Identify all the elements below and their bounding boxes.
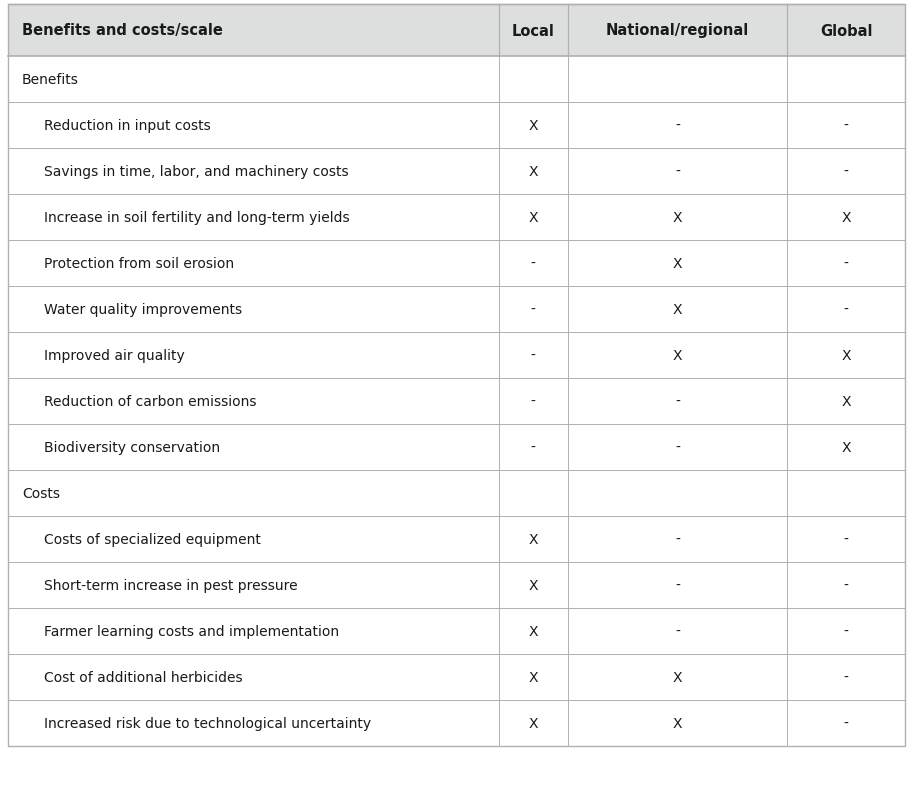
Text: Farmer learning costs and implementation: Farmer learning costs and implementation <box>44 624 339 638</box>
Text: X: X <box>529 716 538 730</box>
Text: X: X <box>842 211 851 225</box>
Text: Global: Global <box>820 23 873 38</box>
Text: Cost of additional herbicides: Cost of additional herbicides <box>44 670 243 684</box>
Bar <box>8 608 905 654</box>
Text: -: - <box>844 533 849 546</box>
Text: -: - <box>844 716 849 730</box>
Bar <box>8 379 905 424</box>
Text: X: X <box>529 670 538 684</box>
Text: -: - <box>676 395 680 408</box>
Text: X: X <box>529 533 538 546</box>
Text: -: - <box>530 440 536 455</box>
Text: Increased risk due to technological uncertainty: Increased risk due to technological unce… <box>44 716 371 730</box>
Text: National/regional: National/regional <box>606 23 750 38</box>
Text: X: X <box>842 440 851 455</box>
Bar <box>8 562 905 608</box>
Text: -: - <box>844 119 849 133</box>
Text: Local: Local <box>512 23 554 38</box>
Text: X: X <box>842 349 851 363</box>
Bar <box>8 57 905 103</box>
Text: Short-term increase in pest pressure: Short-term increase in pest pressure <box>44 578 298 592</box>
Text: Improved air quality: Improved air quality <box>44 349 184 363</box>
Text: X: X <box>842 395 851 408</box>
Text: -: - <box>844 578 849 592</box>
Text: X: X <box>673 302 682 317</box>
Text: Benefits: Benefits <box>22 73 79 87</box>
Text: X: X <box>529 624 538 638</box>
Bar <box>8 195 905 241</box>
Text: Protection from soil erosion: Protection from soil erosion <box>44 257 234 270</box>
Text: X: X <box>529 211 538 225</box>
Text: Biodiversity conservation: Biodiversity conservation <box>44 440 220 455</box>
Bar <box>8 5 905 57</box>
Text: -: - <box>844 302 849 317</box>
Text: -: - <box>676 164 680 179</box>
Bar <box>8 333 905 379</box>
Text: -: - <box>844 164 849 179</box>
Bar <box>8 471 905 516</box>
Text: X: X <box>529 119 538 133</box>
Text: Reduction in input costs: Reduction in input costs <box>44 119 211 133</box>
Bar <box>8 286 905 333</box>
Text: -: - <box>530 395 536 408</box>
Text: Increase in soil fertility and long-term yields: Increase in soil fertility and long-term… <box>44 211 350 225</box>
Bar <box>8 103 905 149</box>
Text: -: - <box>676 533 680 546</box>
Text: -: - <box>844 670 849 684</box>
Text: -: - <box>844 257 849 270</box>
Text: Costs: Costs <box>22 486 60 500</box>
Bar <box>8 700 905 746</box>
Text: X: X <box>673 349 682 363</box>
Bar <box>8 424 905 471</box>
Text: -: - <box>844 624 849 638</box>
Text: Reduction of carbon emissions: Reduction of carbon emissions <box>44 395 257 408</box>
Bar <box>8 654 905 700</box>
Text: X: X <box>673 716 682 730</box>
Text: X: X <box>529 164 538 179</box>
Bar <box>8 149 905 195</box>
Text: X: X <box>529 578 538 592</box>
Text: -: - <box>530 349 536 363</box>
Text: -: - <box>676 119 680 133</box>
Text: -: - <box>676 624 680 638</box>
Text: X: X <box>673 670 682 684</box>
Text: Savings in time, labor, and machinery costs: Savings in time, labor, and machinery co… <box>44 164 349 179</box>
Text: -: - <box>530 257 536 270</box>
Text: Water quality improvements: Water quality improvements <box>44 302 242 317</box>
Bar <box>8 241 905 286</box>
Text: -: - <box>676 440 680 455</box>
Text: X: X <box>673 211 682 225</box>
Text: -: - <box>676 578 680 592</box>
Bar <box>8 516 905 562</box>
Text: -: - <box>530 302 536 317</box>
Text: Benefits and costs/scale: Benefits and costs/scale <box>22 23 223 38</box>
Text: X: X <box>673 257 682 270</box>
Text: Costs of specialized equipment: Costs of specialized equipment <box>44 533 261 546</box>
